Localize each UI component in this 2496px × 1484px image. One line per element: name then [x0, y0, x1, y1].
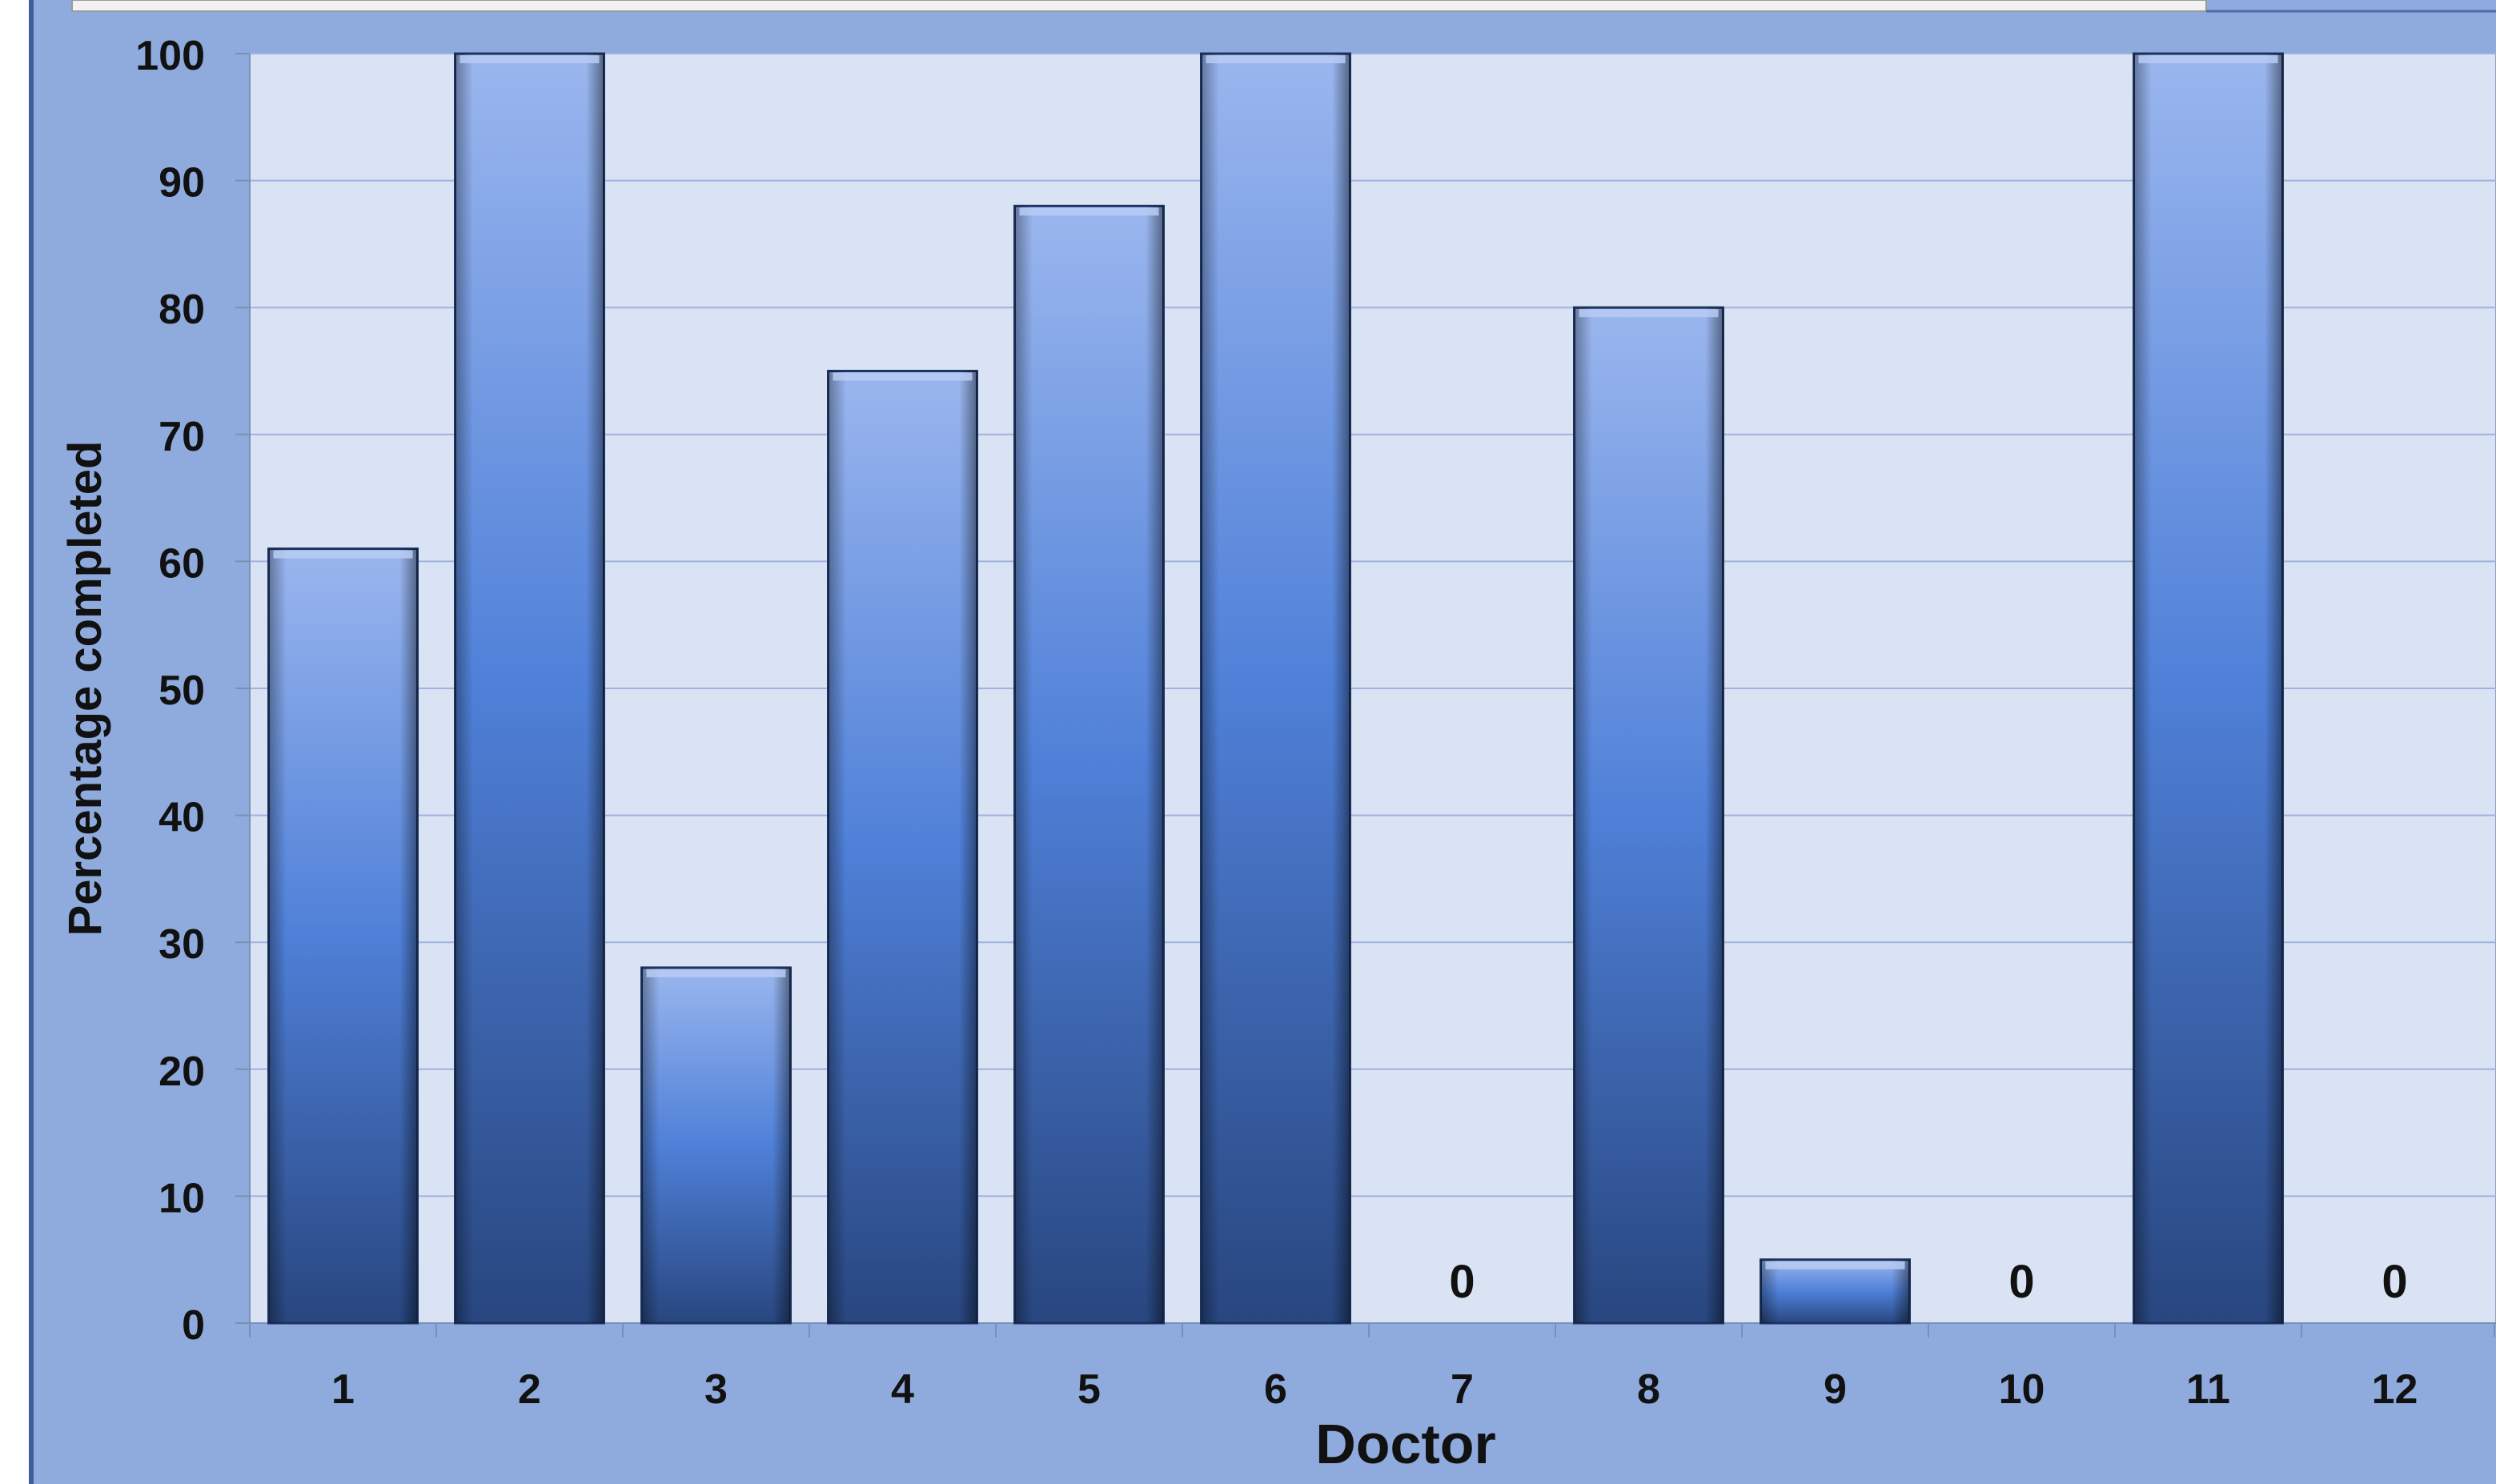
x-tick-label: 2 [518, 1366, 541, 1413]
bar-shade [1760, 1259, 1910, 1323]
y-axis-title: Percentage completed [59, 441, 111, 937]
y-tick-label: 50 [159, 668, 205, 714]
y-tick-label: 90 [159, 160, 205, 207]
bar-highlight [1765, 1261, 1905, 1269]
bar-shade [455, 54, 604, 1323]
chart-top-strip [71, 0, 2207, 12]
x-tick-label: 7 [1451, 1366, 1474, 1413]
x-tick-label: 6 [1264, 1366, 1287, 1413]
x-tick-label: 10 [1999, 1366, 2045, 1413]
bar-highlight [459, 55, 600, 63]
bar [1013, 204, 1165, 1325]
x-axis-title: Doctor [1315, 1413, 1496, 1475]
bar-highlight [1019, 207, 1159, 216]
bar-shade [1014, 206, 1164, 1323]
x-tick-label: 4 [891, 1366, 914, 1413]
x-tick-label: 12 [2372, 1366, 2418, 1413]
bar-highlight [273, 550, 413, 559]
y-tick-label: 100 [135, 33, 205, 79]
bar-highlight [1579, 309, 1719, 318]
bar-highlight [833, 372, 973, 381]
bar [640, 966, 792, 1325]
bar [2133, 52, 2284, 1325]
bars [267, 52, 2284, 1325]
chart-left-border [29, 0, 34, 1484]
y-tick-label: 30 [159, 921, 205, 968]
x-tick-label: 1 [331, 1366, 355, 1413]
bar [454, 52, 605, 1325]
bar [267, 547, 419, 1325]
y-tick-label: 0 [182, 1302, 205, 1349]
y-tick-label: 20 [159, 1049, 205, 1095]
bar-highlight [2138, 55, 2278, 63]
data-labels: 0 0 0 [1449, 1256, 2407, 1308]
bar-shade [828, 371, 977, 1323]
bar [1760, 1258, 1911, 1325]
x-tick-label: 9 [1824, 1366, 1847, 1413]
x-axis: 1 2 3 4 5 6 7 8 9 10 11 12 [249, 1322, 2496, 1413]
y-tick-label: 40 [159, 795, 205, 841]
bar-shade [2133, 54, 2283, 1323]
bar-shade [641, 967, 791, 1323]
bar [1573, 306, 1724, 1325]
bar-highlight [646, 969, 786, 977]
bar-shade [268, 548, 418, 1323]
bar-highlight [1206, 55, 1346, 63]
data-label: 0 [2382, 1256, 2407, 1308]
y-tick-label: 80 [159, 287, 205, 333]
x-tick-label: 8 [1637, 1366, 1660, 1413]
data-label: 0 [2008, 1256, 2034, 1308]
bar [827, 370, 978, 1325]
y-tick-label: 60 [159, 540, 205, 587]
bar-shade [1201, 54, 1350, 1323]
bar [1200, 52, 1351, 1325]
x-tick-label: 11 [2186, 1366, 2230, 1413]
y-tick-label: 70 [159, 414, 205, 460]
bar-shade [1574, 307, 1724, 1324]
gridlines [250, 53, 2496, 1197]
x-tick-label: 5 [1077, 1366, 1101, 1413]
y-axis: 0 10 20 30 40 50 60 70 80 90 100 [135, 33, 251, 1349]
data-label: 0 [1449, 1256, 1475, 1308]
y-tick-label: 10 [159, 1175, 205, 1221]
x-tick-label: 3 [704, 1366, 728, 1413]
